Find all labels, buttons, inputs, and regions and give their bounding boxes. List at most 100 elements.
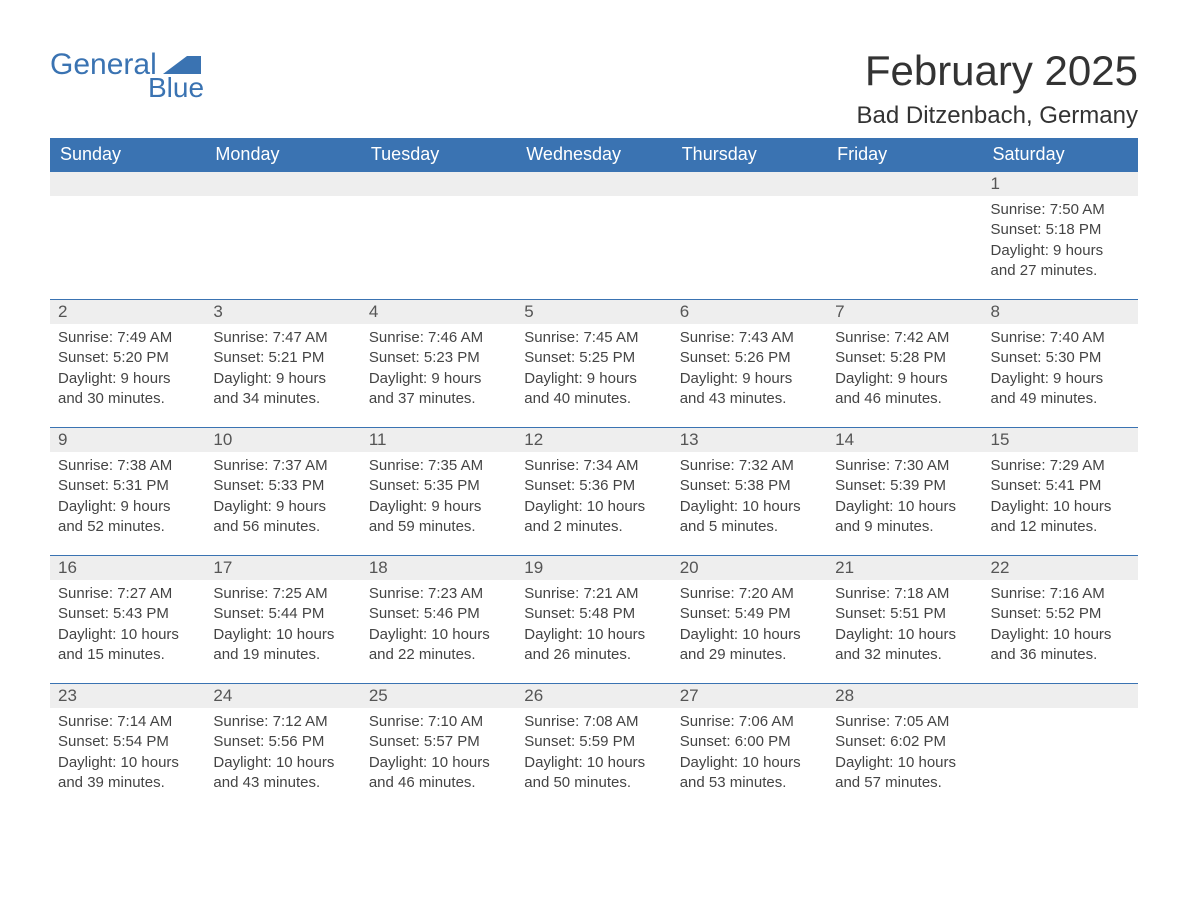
day-body (361, 196, 516, 286)
day-number: 3 (205, 300, 360, 324)
day-number: 11 (361, 428, 516, 452)
day-number: 24 (205, 684, 360, 708)
calendar-cell: 16 (50, 556, 205, 581)
sunset-text: Sunset: 5:26 PM (680, 348, 819, 368)
location-subtitle: Bad Ditzenbach, Germany (857, 102, 1138, 130)
calendar-cell: Sunrise: 7:25 AMSunset: 5:44 PMDaylight:… (205, 580, 360, 684)
daylight1-text: Daylight: 9 hours (369, 497, 508, 517)
calendar-cell (672, 172, 827, 197)
daylight2-text: and 27 minutes. (991, 261, 1130, 281)
calendar-cell: 26 (516, 684, 671, 709)
day-number: 21 (827, 556, 982, 580)
calendar-cell: Sunrise: 7:42 AMSunset: 5:28 PMDaylight:… (827, 324, 982, 428)
daylight1-text: Daylight: 10 hours (680, 753, 819, 773)
day-body: Sunrise: 7:45 AMSunset: 5:25 PMDaylight:… (516, 324, 671, 427)
day-body: Sunrise: 7:40 AMSunset: 5:30 PMDaylight:… (983, 324, 1138, 427)
day-body: Sunrise: 7:38 AMSunset: 5:31 PMDaylight:… (50, 452, 205, 555)
daylight1-text: Daylight: 10 hours (835, 625, 974, 645)
daylight2-text: and 52 minutes. (58, 517, 197, 537)
daylight2-text: and 12 minutes. (991, 517, 1130, 537)
daylight2-text: and 57 minutes. (835, 773, 974, 793)
day-body: Sunrise: 7:37 AMSunset: 5:33 PMDaylight:… (205, 452, 360, 555)
sunrise-text: Sunrise: 7:49 AM (58, 328, 197, 348)
calendar-cell (361, 196, 516, 300)
calendar-cell (983, 684, 1138, 709)
day-number (205, 172, 360, 196)
day-number: 23 (50, 684, 205, 708)
sunset-text: Sunset: 5:35 PM (369, 476, 508, 496)
day-number: 8 (983, 300, 1138, 324)
calendar-cell: Sunrise: 7:29 AMSunset: 5:41 PMDaylight:… (983, 452, 1138, 556)
calendar-cell: Sunrise: 7:06 AMSunset: 6:00 PMDaylight:… (672, 708, 827, 811)
sunset-text: Sunset: 5:25 PM (524, 348, 663, 368)
daylight1-text: Daylight: 10 hours (680, 497, 819, 517)
daylight2-text: and 5 minutes. (680, 517, 819, 537)
calendar-cell: 9 (50, 428, 205, 453)
calendar-cell (827, 172, 982, 197)
calendar-cell: Sunrise: 7:21 AMSunset: 5:48 PMDaylight:… (516, 580, 671, 684)
sunset-text: Sunset: 5:57 PM (369, 732, 508, 752)
day-body: Sunrise: 7:05 AMSunset: 6:02 PMDaylight:… (827, 708, 982, 811)
sunset-text: Sunset: 5:51 PM (835, 604, 974, 624)
sunrise-text: Sunrise: 7:14 AM (58, 712, 197, 732)
day-body: Sunrise: 7:42 AMSunset: 5:28 PMDaylight:… (827, 324, 982, 427)
daylight2-text: and 34 minutes. (213, 389, 352, 409)
daylight2-text: and 19 minutes. (213, 645, 352, 665)
weekday-header: Friday (827, 138, 982, 172)
day-body: Sunrise: 7:18 AMSunset: 5:51 PMDaylight:… (827, 580, 982, 683)
sunset-text: Sunset: 5:38 PM (680, 476, 819, 496)
day-body: Sunrise: 7:49 AMSunset: 5:20 PMDaylight:… (50, 324, 205, 427)
day-body (50, 196, 205, 286)
day-number: 10 (205, 428, 360, 452)
sunrise-text: Sunrise: 7:32 AM (680, 456, 819, 476)
day-body: Sunrise: 7:29 AMSunset: 5:41 PMDaylight:… (983, 452, 1138, 555)
logo-text-general: General (50, 50, 157, 80)
day-body: Sunrise: 7:27 AMSunset: 5:43 PMDaylight:… (50, 580, 205, 683)
calendar-week-content-row: Sunrise: 7:50 AMSunset: 5:18 PMDaylight:… (50, 196, 1138, 300)
daylight1-text: Daylight: 9 hours (524, 369, 663, 389)
sunset-text: Sunset: 5:52 PM (991, 604, 1130, 624)
day-number: 2 (50, 300, 205, 324)
sunrise-text: Sunrise: 7:40 AM (991, 328, 1130, 348)
calendar-cell: 13 (672, 428, 827, 453)
sunrise-text: Sunrise: 7:27 AM (58, 584, 197, 604)
calendar-cell: 18 (361, 556, 516, 581)
calendar-week-daynum-row: 2345678 (50, 300, 1138, 325)
sunrise-text: Sunrise: 7:29 AM (991, 456, 1130, 476)
day-body: Sunrise: 7:32 AMSunset: 5:38 PMDaylight:… (672, 452, 827, 555)
day-number: 19 (516, 556, 671, 580)
calendar-cell: Sunrise: 7:30 AMSunset: 5:39 PMDaylight:… (827, 452, 982, 556)
calendar-cell: 14 (827, 428, 982, 453)
day-body: Sunrise: 7:25 AMSunset: 5:44 PMDaylight:… (205, 580, 360, 683)
sunrise-text: Sunrise: 7:10 AM (369, 712, 508, 732)
day-number: 15 (983, 428, 1138, 452)
logo-text-blue: Blue (148, 74, 204, 102)
sunrise-text: Sunrise: 7:12 AM (213, 712, 352, 732)
day-body: Sunrise: 7:06 AMSunset: 6:00 PMDaylight:… (672, 708, 827, 811)
sunrise-text: Sunrise: 7:34 AM (524, 456, 663, 476)
sunrise-text: Sunrise: 7:45 AM (524, 328, 663, 348)
sunset-text: Sunset: 5:41 PM (991, 476, 1130, 496)
sunrise-text: Sunrise: 7:47 AM (213, 328, 352, 348)
sunrise-text: Sunrise: 7:16 AM (991, 584, 1130, 604)
calendar-cell (983, 708, 1138, 811)
day-number: 12 (516, 428, 671, 452)
calendar-cell: 7 (827, 300, 982, 325)
daylight1-text: Daylight: 10 hours (991, 625, 1130, 645)
day-body (983, 708, 1138, 798)
calendar-cell: 17 (205, 556, 360, 581)
calendar-cell: Sunrise: 7:32 AMSunset: 5:38 PMDaylight:… (672, 452, 827, 556)
calendar-cell: Sunrise: 7:08 AMSunset: 5:59 PMDaylight:… (516, 708, 671, 811)
daylight1-text: Daylight: 10 hours (213, 625, 352, 645)
day-body: Sunrise: 7:08 AMSunset: 5:59 PMDaylight:… (516, 708, 671, 811)
month-title: February 2025 (857, 50, 1138, 92)
day-number (672, 172, 827, 196)
calendar-cell: Sunrise: 7:35 AMSunset: 5:35 PMDaylight:… (361, 452, 516, 556)
day-number (516, 172, 671, 196)
daylight1-text: Daylight: 10 hours (58, 753, 197, 773)
sunset-text: Sunset: 5:20 PM (58, 348, 197, 368)
daylight1-text: Daylight: 10 hours (524, 753, 663, 773)
weekday-header: Saturday (983, 138, 1138, 172)
day-number: 4 (361, 300, 516, 324)
calendar-cell: 15 (983, 428, 1138, 453)
